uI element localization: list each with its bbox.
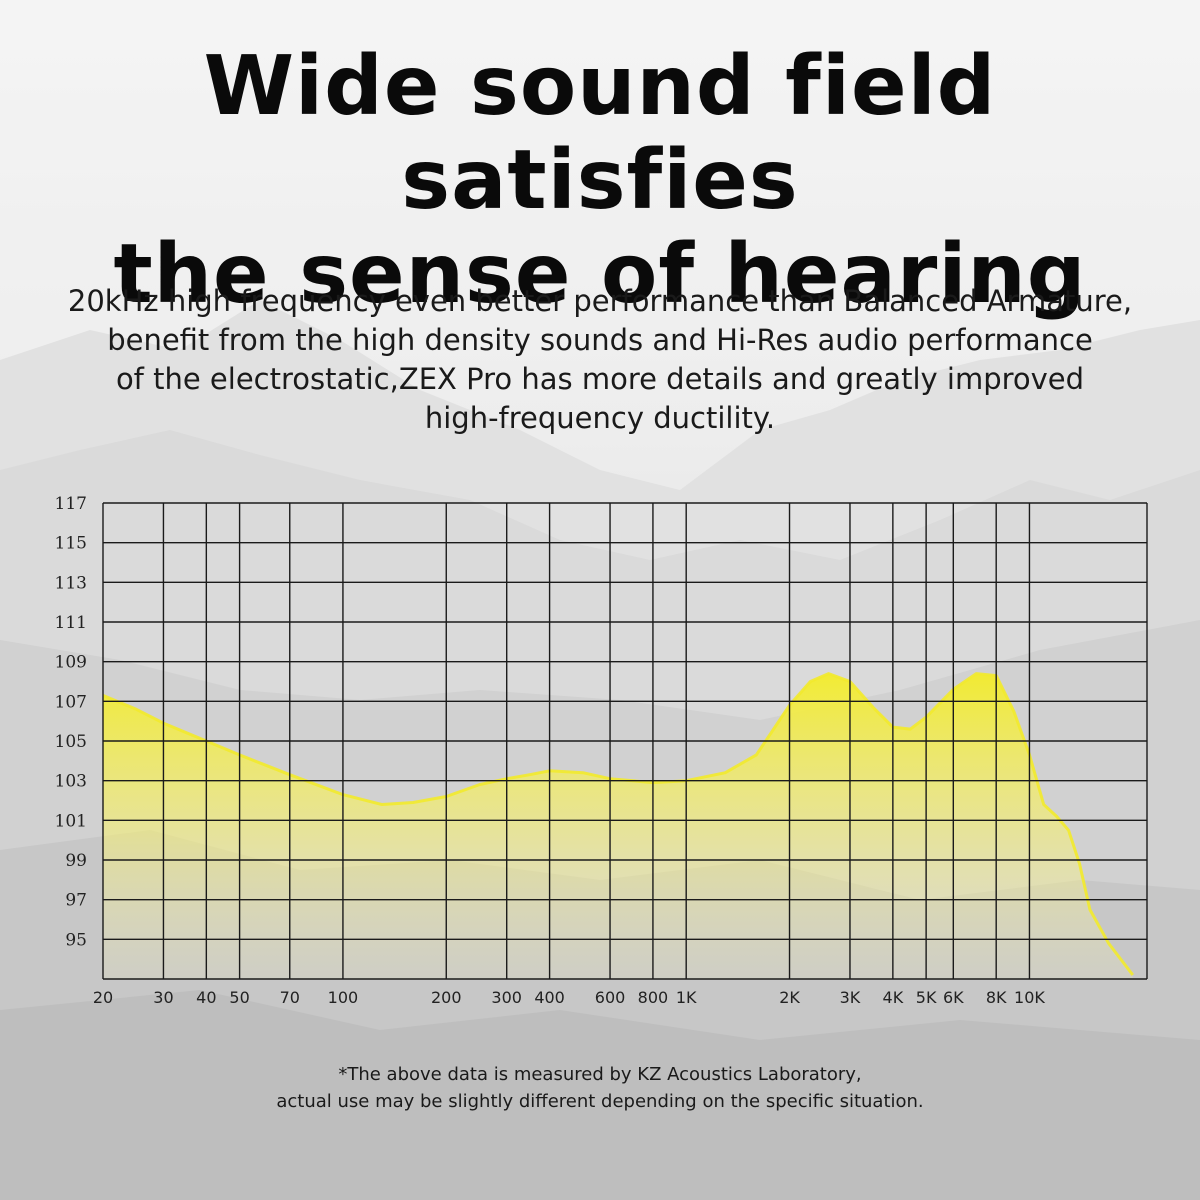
x-tick-label: 20 <box>93 988 113 1007</box>
y-tick-label: 117 <box>55 494 87 514</box>
x-tick-label: 400 <box>534 988 565 1007</box>
y-tick-label: 101 <box>55 811 87 831</box>
x-tick-label: 4K <box>883 988 904 1007</box>
x-tick-label: 3K <box>840 988 861 1007</box>
headline: Wide sound field satisfies the sense of … <box>0 40 1200 322</box>
footnote-line-2: actual use may be slightly different dep… <box>276 1091 924 1112</box>
x-tick-label: 40 <box>196 988 216 1007</box>
x-tick-label: 5K <box>916 988 937 1007</box>
x-tick-label: 800 <box>638 988 669 1007</box>
y-tick-label: 103 <box>55 772 87 792</box>
description-line-3: of the electrostatic,ZEX Pro has more de… <box>115 362 1085 396</box>
y-tick-label: 97 <box>65 891 87 911</box>
footnote: *The above data is measured by KZ Acoust… <box>0 1061 1200 1115</box>
headline-line-1: Wide sound field satisfies <box>203 39 997 228</box>
response-area <box>103 673 1133 979</box>
x-tick-label: 50 <box>229 988 249 1007</box>
y-tick-label: 105 <box>55 732 87 752</box>
frequency-response-chart: 117 115 113 111 109 107 105 103 101 99 97 95 20 30 40… <box>55 494 1148 1007</box>
x-tick-label: 100 <box>328 988 359 1007</box>
description: 20kHz high frequency even better perform… <box>0 282 1200 438</box>
chart-grid <box>102 502 1148 980</box>
y-tick-label: 107 <box>55 692 87 712</box>
y-tick-label: 99 <box>65 851 87 871</box>
x-tick-label: 300 <box>491 988 522 1007</box>
x-tick-label: 200 <box>431 988 462 1007</box>
y-tick-label: 111 <box>55 613 87 633</box>
description-line-1: 20kHz high frequency even better perform… <box>67 284 1133 318</box>
footnote-line-1: *The above data is measured by KZ Acoust… <box>338 1064 862 1085</box>
y-tick-label: 115 <box>55 534 87 554</box>
response-curve <box>102 672 1134 976</box>
y-tick-label: 109 <box>55 653 87 673</box>
x-tick-label: 30 <box>153 988 173 1007</box>
x-axis-ticks: 20 30 40 50 70 100 200 300 400 600 800 1K 2K 3K 4K 5K 6K… <box>93 988 1046 1007</box>
y-tick-label: 95 <box>65 930 87 950</box>
x-tick-label: 600 <box>595 988 626 1007</box>
response-area-layer <box>102 672 1134 979</box>
y-axis-ticks: 117 115 113 111 109 107 105 103 101 99 97 95 <box>55 494 87 950</box>
headline-line-2: the sense of hearing <box>113 227 1087 322</box>
y-tick-label: 113 <box>55 573 87 593</box>
x-tick-label: 70 <box>280 988 300 1007</box>
description-line-4: high-frequency ductility. <box>424 401 776 435</box>
x-tick-label: 10K <box>1014 988 1045 1007</box>
x-tick-label: 2K <box>779 988 800 1007</box>
x-tick-label: 6K <box>943 988 964 1007</box>
x-tick-label: 1K <box>676 988 697 1007</box>
description-line-2: benefit from the high density sounds and… <box>107 323 1093 357</box>
x-tick-label: 8K <box>986 988 1007 1007</box>
